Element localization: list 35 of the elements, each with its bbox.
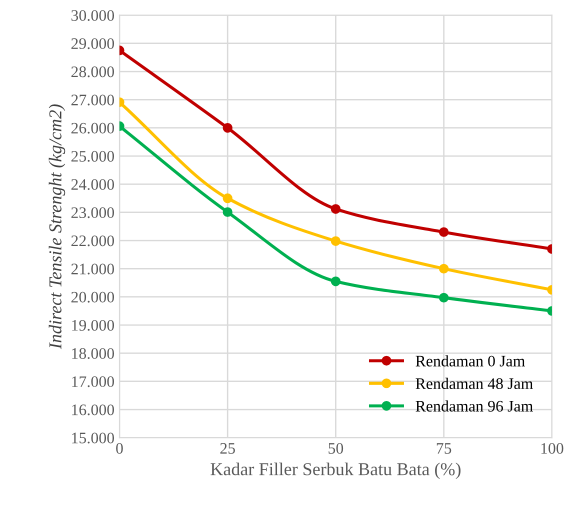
y-tick-label: 17.000 <box>72 376 114 388</box>
y-axis-title: Indirect Tensile Strenght (kg/cm2) <box>48 104 66 350</box>
y-tick-label: 25.000 <box>71 150 114 162</box>
y-tick-label: 23.000 <box>71 207 114 218</box>
x-tick-label: 0 <box>116 443 123 454</box>
y-tick-label: 21.000 <box>71 264 114 274</box>
y-tick-label: 30.000 <box>71 10 114 21</box>
y-tick-label: 24.000 <box>71 179 114 190</box>
y-tick-label: 28.000 <box>71 66 114 78</box>
point <box>222 122 232 133</box>
point <box>330 236 341 246</box>
legend-label: Rendaman 0 Jam <box>416 355 525 366</box>
point <box>438 292 449 303</box>
point <box>222 193 232 204</box>
point <box>222 207 232 217</box>
point <box>438 264 449 274</box>
y-tick-label: 19.000 <box>72 320 114 331</box>
y-tick-label: 29.000 <box>71 38 114 50</box>
legend-label: Rendaman 48 Jam <box>416 378 533 390</box>
x-tick-label: 25 <box>220 443 235 454</box>
y-tick-label: 27.000 <box>71 94 114 106</box>
x-axis-title: Kadar Filler Serbuk Batu Bata (%) <box>210 462 461 479</box>
x-tick-label: 100 <box>541 443 564 454</box>
y-tick-label: 22.000 <box>71 235 114 246</box>
y-tick-label: 16.000 <box>72 404 114 416</box>
legend-label: Rendaman 96 Jam <box>416 400 533 412</box>
y-tick-label: 15.000 <box>72 432 114 444</box>
point <box>438 227 449 237</box>
y-tick-label: 18.000 <box>72 348 114 359</box>
point <box>330 204 341 214</box>
point <box>330 276 341 286</box>
y-tick-label: 26.000 <box>71 122 114 134</box>
x-tick-label: 75 <box>436 443 452 454</box>
y-tick-label: 20.000 <box>71 292 114 303</box>
x-tick-label: 50 <box>328 443 344 454</box>
